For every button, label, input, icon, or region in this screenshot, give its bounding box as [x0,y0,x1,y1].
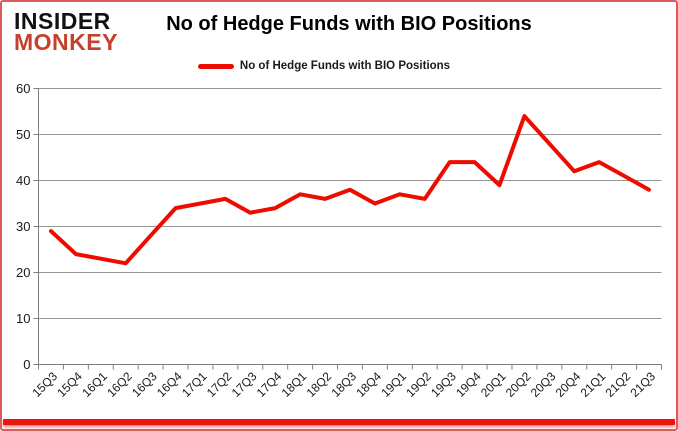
line-chart: 010203040506015Q315Q416Q116Q216Q316Q417Q… [16,81,662,400]
x-tick-label: 17Q4 [254,369,285,400]
bottom-accent-bar [3,419,675,425]
x-tick-label: 18Q1 [279,369,310,400]
y-tick-label: 20 [16,265,30,280]
logo-line-insider: INSIDER [14,8,111,34]
x-tick-label: 17Q2 [204,369,235,400]
x-tick-label: 17Q1 [179,369,210,400]
legend-label: No of Hedge Funds with BIO Positions [239,60,451,72]
x-tick-label: 16Q3 [129,369,160,400]
x-tick-label: 19Q3 [428,369,459,400]
x-tick-label: 19Q1 [378,369,409,400]
x-tick-label: 16Q4 [154,369,185,400]
x-tick-label: 20Q3 [528,369,559,400]
x-tick-label: 19Q2 [403,369,434,400]
y-tick-label: 60 [16,81,30,96]
x-tick-label: 18Q3 [328,369,359,400]
x-tick-label: 21Q1 [578,369,609,400]
x-tick-label: 16Q1 [79,369,110,400]
x-tick-label: 18Q2 [304,369,335,400]
x-tick-label: 21Q3 [628,369,659,400]
x-tick-label: 15Q3 [29,369,60,400]
logo-line-monkey: MONKEY [14,29,118,56]
y-tick-label: 40 [16,173,30,188]
page-title: No of Hedge Funds with BIO Positions [166,13,532,35]
x-tick-label: 18Q4 [353,369,384,400]
legend-line-swatch-icon [197,63,234,69]
x-tick-label: 21Q2 [603,369,634,400]
x-tick-label: 15Q4 [54,369,85,400]
y-tick-label: 0 [23,357,30,372]
y-tick-label: 10 [16,311,30,326]
y-tick-label: 30 [16,219,30,234]
x-tick-label: 20Q1 [478,369,509,400]
y-tick-label: 50 [16,127,30,142]
x-tick-label: 20Q4 [553,369,584,400]
x-tick-label: 16Q2 [104,369,135,400]
chart-legend: No of Hedge Funds with BIO Positions [2,60,646,72]
x-tick-label: 17Q3 [229,369,260,400]
x-tick-label: 19Q4 [453,369,484,400]
data-line-series [49,114,651,266]
x-tick-label: 20Q2 [503,369,534,400]
insider-monkey-logo: INSIDER MONKEY [14,8,118,56]
